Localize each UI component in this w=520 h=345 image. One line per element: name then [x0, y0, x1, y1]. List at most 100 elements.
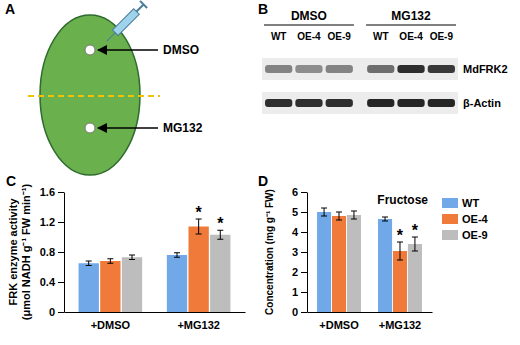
bar [317, 212, 331, 312]
error-bar [351, 211, 357, 219]
y-axis: 00.40.81.21.6 [40, 186, 65, 318]
bar [408, 244, 422, 312]
syringe-plunger [136, 4, 143, 11]
tick-label: 4 [292, 226, 299, 238]
tick: 3 [292, 246, 307, 258]
band [326, 99, 353, 107]
error-cap [174, 252, 180, 253]
x-axis: +DMSO+MG132 [65, 312, 246, 331]
error-cap [86, 261, 92, 262]
error-bar [321, 208, 327, 216]
error-bar [196, 219, 202, 234]
tick-label: 2 [292, 266, 298, 278]
error-cap [321, 216, 327, 217]
blot-background [262, 92, 458, 114]
tick-mark [58, 282, 64, 283]
error-cap [336, 220, 342, 221]
syringe-plunger [140, 1, 147, 8]
error-cap [351, 211, 357, 212]
injection-site [85, 123, 95, 133]
tick-label: 0.8 [40, 246, 55, 258]
error-cap [382, 221, 388, 222]
bar [79, 263, 99, 312]
tick: 0.8 [40, 246, 64, 258]
group-label: MG132 [391, 9, 431, 23]
tick-label: 1 [292, 286, 298, 298]
band [428, 99, 455, 107]
chart: D0123456+DMSO+MG132Concentration (mg g⁻¹… [258, 173, 489, 331]
tick-mark [301, 192, 307, 193]
error-cap [217, 239, 223, 240]
syringe [103, 1, 147, 45]
plot-area [317, 208, 422, 312]
tick-mark [301, 212, 307, 213]
error-cap [86, 265, 92, 266]
panel-b: BDMSOWTOE-4OE-9MG132WTOE-4OE-9MdFRK2β-Ac… [258, 1, 508, 114]
tick-label: 5 [292, 206, 298, 218]
bar [167, 255, 187, 312]
bar [393, 251, 407, 312]
axis-line [307, 193, 308, 313]
tick: +MG132 [177, 312, 220, 331]
error-cap [351, 219, 357, 220]
annotation: * [217, 215, 224, 232]
tick: 0 [292, 306, 307, 318]
axis-line [308, 312, 433, 313]
axis-title: Concentration (mg g⁻¹ FW) [264, 189, 275, 315]
tick: +DMSO [319, 312, 359, 331]
tick-mark [58, 222, 64, 223]
error-line [88, 261, 89, 266]
axis-line [64, 193, 65, 313]
tick: 5 [292, 206, 307, 218]
error-bar [129, 255, 135, 260]
lane-label: OE-4 [297, 31, 321, 42]
error-line [198, 219, 199, 234]
axis-line [65, 312, 246, 313]
error-line [353, 211, 354, 219]
error-cap [382, 217, 388, 218]
tick: 1 [292, 286, 307, 298]
tick-label: +DMSO [319, 319, 359, 331]
tick-mark [58, 252, 64, 253]
panel-label: B [258, 1, 268, 17]
error-line [339, 212, 340, 220]
lane-label: WT [373, 31, 389, 42]
tick-label: 0.4 [40, 276, 56, 288]
error-line [385, 217, 386, 221]
arrow [98, 127, 158, 129]
error-bar [86, 261, 92, 266]
band [428, 65, 455, 73]
tick-mark [301, 292, 307, 293]
lane-label: OE-9 [430, 31, 454, 42]
legend-label: OE-4 [462, 213, 489, 225]
bar [332, 216, 346, 312]
error-bar [412, 237, 418, 251]
band [397, 99, 424, 107]
band [367, 65, 394, 73]
error-line [414, 237, 415, 251]
error-cap [129, 259, 135, 260]
error-bar [174, 253, 180, 258]
lane-label: OE-9 [328, 31, 352, 42]
error-line [324, 208, 325, 216]
panel-a: ADMSOMG132 [5, 1, 203, 175]
annotation: * [397, 227, 404, 244]
group-label: DMSO [291, 9, 327, 23]
figure: ADMSOMG132BDMSOWTOE-4OE-9MG132WTOE-4OE-9… [0, 0, 520, 345]
band [295, 99, 322, 107]
panel-label: A [5, 1, 15, 17]
tick-mark [301, 232, 307, 233]
legend-label: OE-9 [462, 229, 488, 241]
error-line [399, 242, 400, 260]
tick-mark [301, 252, 307, 253]
error-line [177, 253, 178, 258]
error-line [110, 259, 111, 264]
bar [188, 227, 208, 313]
error-cap [321, 208, 327, 209]
tick: 0 [49, 306, 64, 318]
tick: 2 [292, 266, 307, 278]
error-bar [107, 259, 113, 264]
legend-swatch [442, 198, 458, 208]
band [295, 65, 322, 73]
tick: 1.6 [40, 186, 64, 198]
